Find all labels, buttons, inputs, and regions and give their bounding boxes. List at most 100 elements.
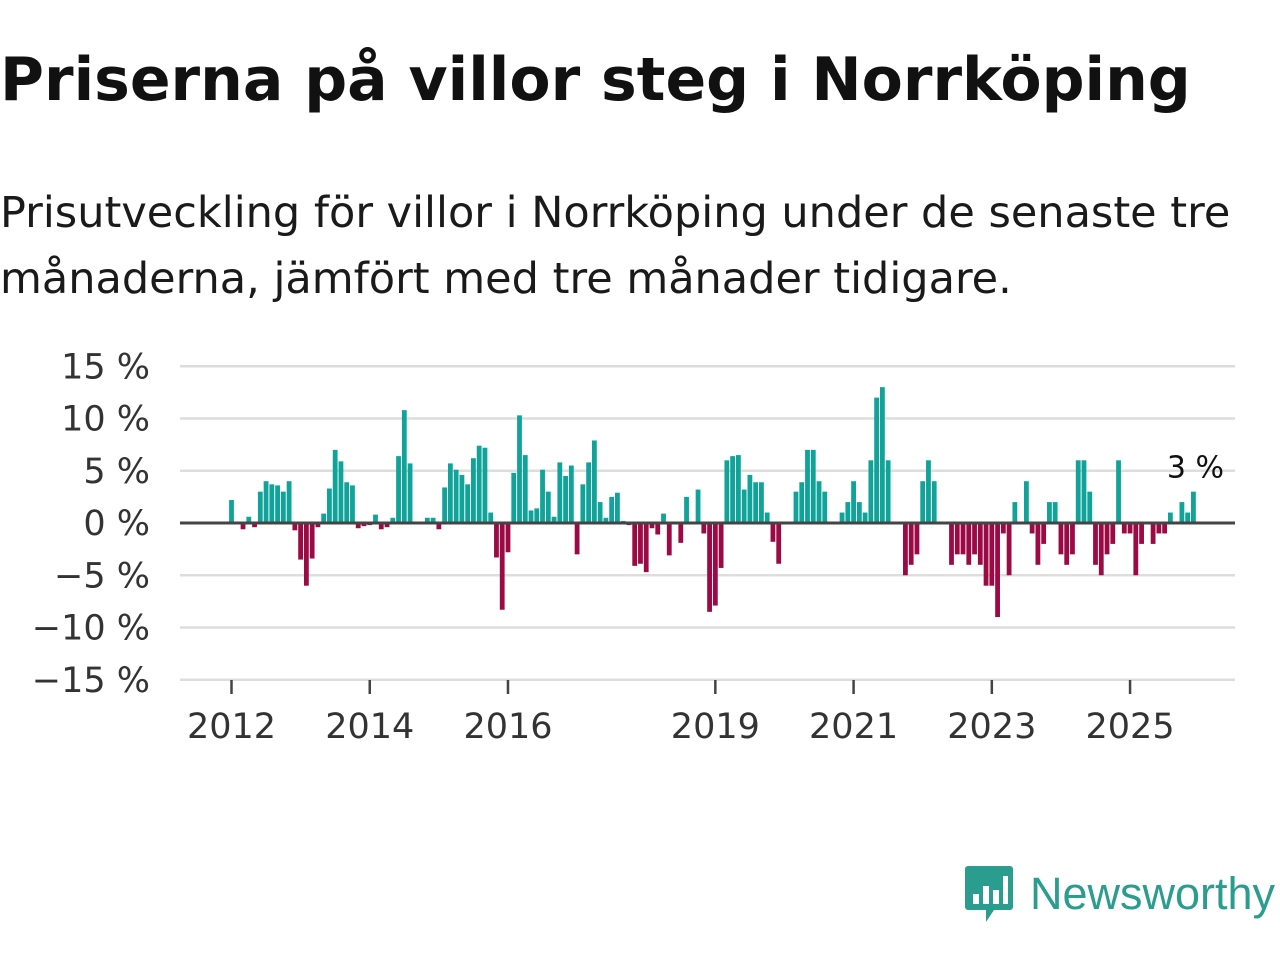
bar (442, 487, 448, 523)
bar (303, 523, 309, 586)
bar (1006, 523, 1012, 576)
bar (1179, 502, 1185, 523)
bar (1023, 481, 1029, 523)
bar (597, 502, 603, 523)
newsworthy-logo: Newsworthy (964, 864, 1275, 924)
y-tick-label: 15 % (61, 347, 150, 387)
bar (874, 397, 880, 523)
bar (1162, 523, 1168, 534)
bar (407, 463, 413, 523)
bar (666, 523, 672, 556)
bar (286, 481, 292, 523)
bar (1116, 460, 1121, 523)
bar (390, 517, 396, 523)
axes (180, 521, 1235, 694)
y-tick-label: 0 % (83, 504, 150, 544)
bar (315, 523, 321, 528)
bar (471, 458, 476, 523)
bar (1047, 502, 1052, 523)
bar (494, 523, 499, 558)
bar (816, 481, 822, 523)
bar (338, 461, 344, 523)
bar (1121, 523, 1127, 534)
bar (476, 445, 482, 523)
bar (1035, 523, 1041, 565)
bar (879, 387, 885, 523)
bar (350, 485, 355, 523)
bar (949, 523, 954, 565)
bar (862, 512, 868, 523)
bar (355, 523, 361, 529)
bar (1150, 523, 1156, 544)
bar (545, 491, 551, 523)
x-tick-label: 2023 (947, 707, 1036, 747)
bar (540, 469, 545, 523)
bar (822, 491, 828, 523)
bar (384, 523, 390, 528)
bar (747, 474, 753, 523)
bar (753, 482, 759, 523)
bar (332, 449, 338, 523)
y-tick-label: −15 % (32, 661, 150, 701)
bar (568, 465, 574, 523)
bar (430, 517, 436, 523)
newsworthy-logo-text: Newsworthy (1030, 868, 1276, 919)
bar (517, 415, 522, 523)
bar (482, 447, 488, 523)
bar (712, 523, 718, 606)
page-subtitle: Prisutveckling för villor i Norrköping u… (0, 188, 1231, 304)
end-value-annotation: 3 % (1167, 451, 1224, 486)
bar (511, 472, 517, 523)
bar (321, 513, 327, 523)
bar (908, 523, 914, 565)
bar (528, 510, 534, 523)
x-tick-label: 2012 (187, 707, 276, 747)
bar (240, 523, 246, 530)
bar (903, 523, 908, 576)
bar (459, 474, 465, 523)
bar (327, 488, 332, 523)
bar (735, 455, 741, 523)
bar (1087, 491, 1093, 523)
bar (845, 502, 851, 523)
bar (793, 491, 799, 523)
bar (269, 484, 275, 523)
bar (776, 523, 782, 564)
bar (499, 523, 505, 610)
bar (960, 523, 966, 555)
page-title: Priserna på villor steg i Norrköping (0, 45, 1191, 115)
bar (839, 512, 845, 523)
bar (609, 496, 615, 523)
bar (1133, 523, 1139, 576)
bar (764, 512, 770, 523)
bar (1191, 491, 1196, 523)
bar (1093, 523, 1098, 565)
bar (615, 492, 620, 523)
bar (275, 485, 280, 523)
bar (1041, 523, 1047, 544)
bar (361, 523, 367, 527)
bar (885, 460, 891, 523)
bar (649, 523, 655, 529)
bar (563, 475, 568, 523)
bar (1081, 460, 1087, 523)
bar (914, 523, 920, 555)
bar (741, 489, 747, 523)
bar (1167, 512, 1173, 523)
bar (972, 523, 977, 555)
bar (465, 484, 471, 523)
x-tick-label: 2025 (1086, 707, 1175, 747)
bar (522, 455, 528, 523)
bar (632, 523, 638, 566)
bar (229, 500, 234, 523)
bar (1064, 523, 1070, 565)
bar (424, 517, 430, 523)
y-tick-label: 5 % (83, 452, 150, 492)
bars (229, 387, 1196, 618)
y-tick-label: −5 % (54, 556, 150, 596)
bar (591, 440, 597, 523)
x-tick-label: 2021 (809, 707, 898, 747)
bar (505, 523, 511, 553)
bar (574, 523, 580, 555)
bar (453, 469, 459, 523)
